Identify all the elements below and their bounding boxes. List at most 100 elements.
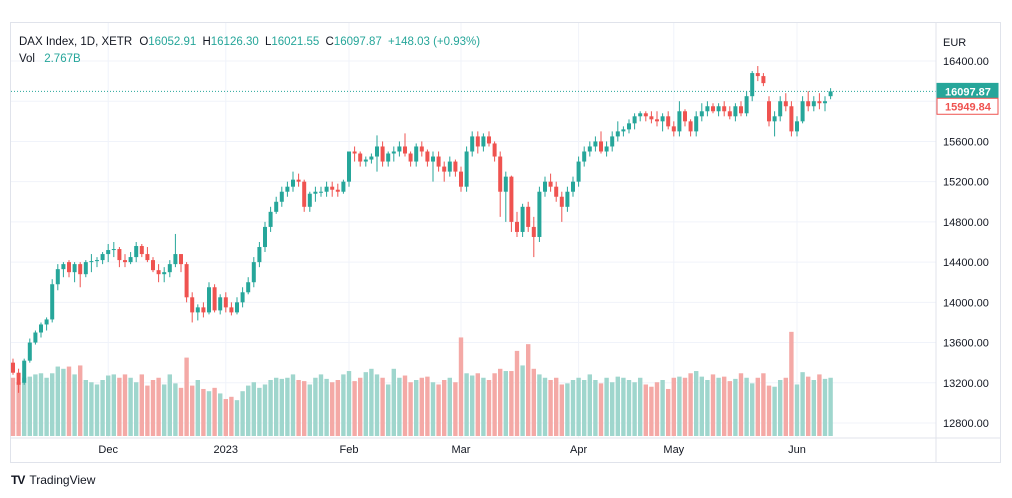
volume-bar — [66, 366, 72, 436]
candle-body — [313, 191, 318, 194]
y-tick-label: 14800.00 — [943, 217, 989, 229]
volume-bar — [688, 373, 693, 436]
candle-body — [492, 143, 497, 157]
candle-body — [615, 131, 620, 137]
candle-body — [134, 246, 139, 258]
volume-bar — [50, 373, 55, 436]
close-label: C — [325, 36, 334, 48]
open-label: O — [139, 36, 149, 48]
price-tag-label: 16097.87 — [945, 86, 991, 98]
candle-body — [291, 179, 295, 187]
volume-bar — [313, 377, 318, 436]
candle-body — [207, 287, 211, 313]
candle-body — [789, 106, 794, 132]
volume-bar — [430, 382, 436, 436]
volume-bar — [128, 377, 133, 436]
candle-body — [442, 166, 447, 172]
candle-body — [431, 156, 435, 162]
candle-body — [123, 260, 127, 263]
volume-bar — [654, 382, 660, 436]
volume-bar — [492, 373, 497, 436]
volume-bar — [72, 374, 77, 436]
volume-bar — [330, 382, 335, 436]
tradingview-brand[interactable]: TV TradingView — [11, 473, 95, 487]
volume-bar — [649, 386, 654, 436]
candle-body — [251, 262, 256, 283]
volume-bar — [604, 377, 609, 436]
volume-bar — [526, 344, 531, 436]
volume-bar — [212, 387, 217, 436]
candle-body — [655, 119, 659, 122]
volume-bar — [352, 381, 357, 436]
volume-bar — [610, 382, 615, 436]
volume-bar — [554, 377, 559, 436]
volume-bar — [38, 373, 44, 436]
volume-bar — [419, 377, 424, 436]
candle-body — [352, 151, 357, 154]
volume-bar — [341, 374, 346, 436]
candle-body — [375, 146, 379, 157]
candle-body — [240, 292, 245, 303]
candle-body — [487, 136, 491, 144]
volume-bar — [162, 384, 167, 436]
candle-body — [363, 159, 368, 162]
x-tick-label: May — [663, 444, 684, 456]
candle-body — [699, 111, 704, 117]
volume-bar — [369, 368, 374, 436]
y-tick-label: 15600.00 — [943, 136, 989, 148]
candle-body — [279, 191, 284, 202]
volume-bar — [122, 374, 128, 436]
candle-body — [475, 136, 480, 147]
volume-bar — [682, 377, 688, 436]
candle-body — [537, 191, 542, 237]
candle-body — [526, 206, 531, 227]
candle-body — [78, 264, 83, 275]
volume-bar — [290, 374, 296, 436]
candle-body — [419, 146, 424, 152]
candle-body — [671, 126, 676, 132]
volume-bar — [677, 376, 682, 436]
candle-body — [223, 297, 228, 308]
volume-bar — [783, 377, 788, 436]
symbol-label: DAX Index, 1D, XETR — [19, 36, 133, 48]
volume-bar — [324, 378, 329, 436]
x-tick-label: 2023 — [214, 444, 238, 456]
volume-bar — [722, 376, 727, 436]
candle-body — [347, 151, 351, 182]
volume-bar — [542, 377, 548, 436]
volume-bar — [156, 377, 161, 436]
candle-body — [599, 141, 603, 152]
candle-body — [767, 101, 771, 122]
candle-body — [16, 372, 21, 385]
volume-bar — [436, 384, 441, 436]
candle-body — [817, 101, 822, 104]
candle-body — [436, 156, 441, 167]
volume-bar — [800, 372, 805, 436]
volume-bar — [150, 380, 156, 436]
candle-body — [582, 151, 587, 162]
candle-body — [235, 302, 239, 313]
candle-body — [218, 297, 223, 311]
volume-bar — [414, 380, 419, 436]
open-value: 16052.91 — [148, 36, 197, 48]
candles — [11, 66, 833, 393]
candle-body — [263, 226, 267, 248]
volume-bar — [380, 377, 385, 436]
candle-body — [246, 282, 251, 293]
candle-body — [330, 186, 335, 190]
volume-bar — [33, 374, 38, 436]
volume-bar — [397, 377, 402, 436]
candle-body — [145, 254, 150, 261]
candle-body — [184, 264, 189, 298]
volume-bar — [626, 380, 632, 436]
candle-body — [587, 146, 592, 152]
volume-bar — [44, 377, 49, 436]
candle-body — [285, 186, 290, 192]
volume-bar — [475, 373, 480, 436]
candle-body — [229, 307, 234, 313]
volume-bar — [111, 374, 116, 436]
volume-bar — [699, 376, 704, 436]
low-label: L — [264, 36, 272, 48]
candle-body — [806, 101, 811, 107]
